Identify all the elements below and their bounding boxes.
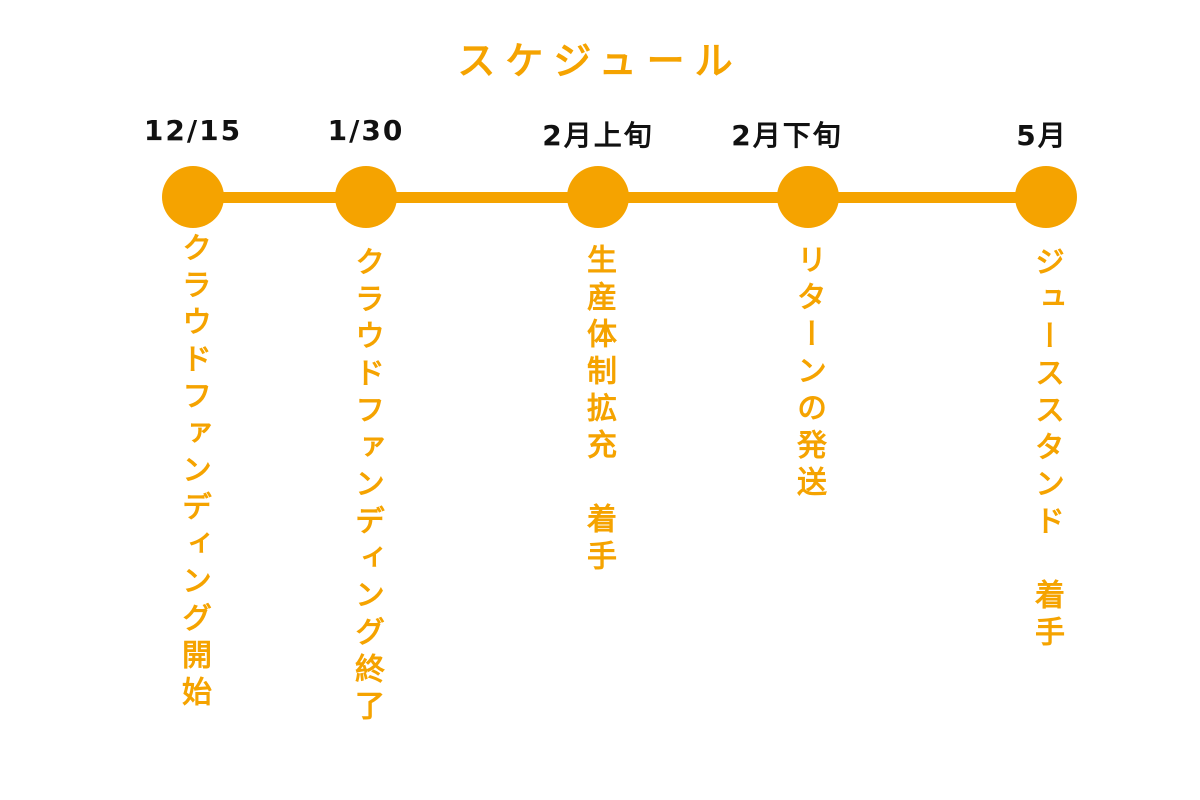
- milestone-node-4: [777, 166, 839, 228]
- milestone-description: クラウドファンディング開始: [176, 232, 211, 713]
- milestone-description: 生産体制拡充 着手: [581, 244, 616, 577]
- schedule-title: スケジュール: [457, 39, 743, 83]
- milestone-date: 12/15: [143, 114, 243, 147]
- milestone-date: 5月: [1016, 119, 1068, 152]
- milestone-description: リターンの発送: [791, 244, 826, 503]
- milestone-date: 2月下旬: [731, 119, 843, 152]
- milestone-node-2: [335, 166, 397, 228]
- milestone-description: クラウドファンディング終了: [349, 246, 384, 727]
- milestone-node-3: [567, 166, 629, 228]
- milestone-date: 1/30: [327, 114, 405, 147]
- milestone-description: ジューススタンド 着手: [1029, 246, 1064, 653]
- milestone-node-5: [1015, 166, 1077, 228]
- milestone-node-1: [162, 166, 224, 228]
- milestone-date: 2月上旬: [542, 119, 654, 152]
